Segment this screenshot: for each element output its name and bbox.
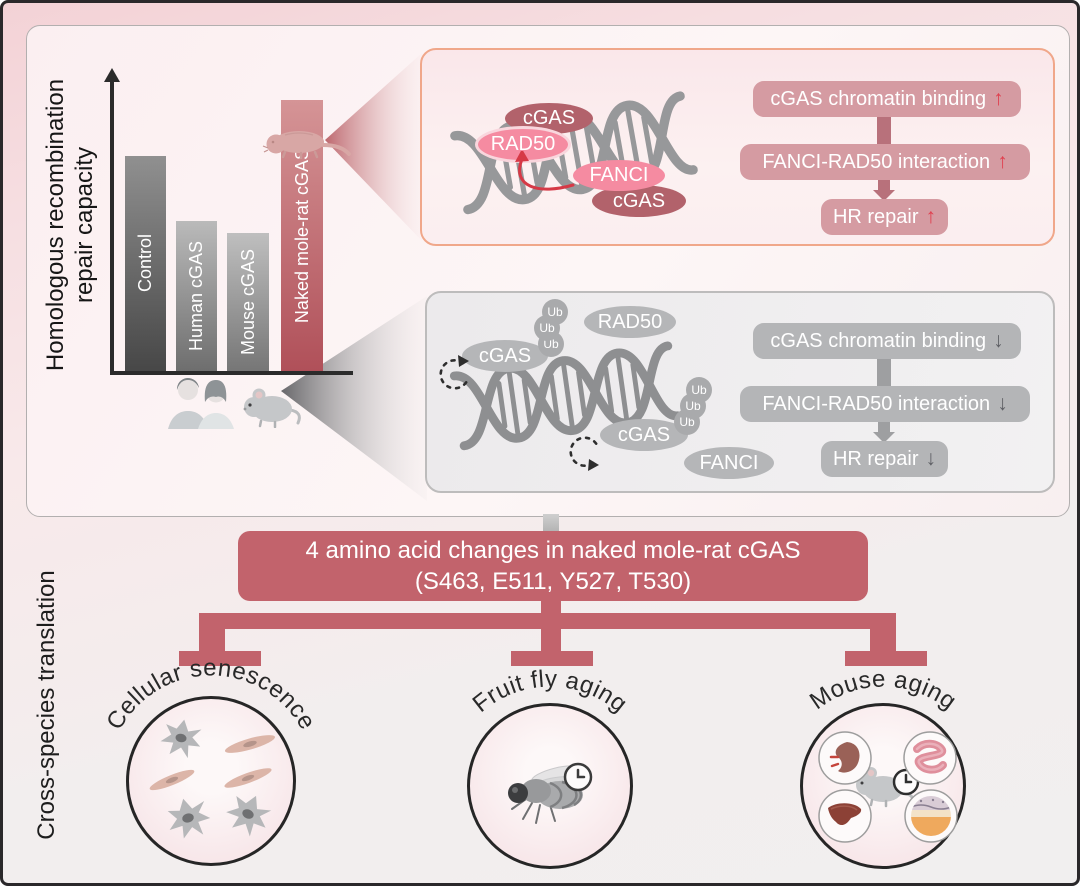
branch-cap-right [845,651,927,666]
oval-label: cGAS [478,344,532,367]
cross-species-label: Cross-species translation [33,540,67,870]
ub-label: Ub [691,383,707,397]
panel-to-box-connector [543,514,559,532]
up-arrow-icon: ↑ [925,205,937,228]
oval-label: RAD50 [597,310,663,333]
pill-hr-repair-down: HR repair ↓ [821,441,948,477]
dashed-eviction-arrow-icon [439,355,469,390]
dashed-eviction-arrow-icon [569,436,599,471]
circle-cellular-senescence [126,696,296,866]
box-line1: 4 amino acid changes in naked mole-rat c… [305,537,801,564]
y-axis-title-line2: repair capacity [70,146,98,304]
branch-cap-center [511,651,593,666]
cross-species-label-text: Cross-species translation [33,570,60,840]
flow-connector [878,422,890,433]
branch-stem-top [541,601,561,614]
oval-cgas-ubiquitinated-right: cGAS [600,419,688,451]
bar-label-human-cgas: Human cGAS [186,240,206,352]
branch-stem-right [870,629,896,651]
branch-horizontal-bar [199,613,896,629]
x-axis-line [110,371,353,375]
flow-connector [878,180,890,191]
pill-cgas-chromatin-binding-down: cGAS chromatin binding ↓ [753,323,1021,359]
dna-helix-icon [449,341,683,451]
bar-label-mouse-cgas: Mouse cGAS [237,248,258,356]
pill-fanci-rad50-interaction-up: FANCI-RAD50 interaction ↑ [740,144,1030,180]
flow-arrowhead-icon [873,432,895,443]
human-couple-icon [168,377,234,429]
pill-label: cGAS chromatin binding [770,87,987,110]
oval-cgas-top: cGAS [505,103,593,134]
rad50-fanci-arrow-icon [515,151,575,191]
box-line2: (S463, E511, Y527, T530) [414,568,692,595]
bar-label-nmr-cgas: Naked mole-rat cGAS [291,147,312,324]
y-axis-arrowhead-icon [104,68,120,82]
pill-label: FANCI-RAD50 interaction [762,392,991,415]
branch-stem-left [199,629,225,651]
pill-label: HR repair [832,205,919,228]
bar-human-cgas: Human cGAS [176,221,217,371]
pill-label: cGAS chromatin binding [770,329,987,352]
oval-cgas-ubiquitinated-left: cGAS [462,340,548,372]
branch-cap-left [179,651,261,666]
oval-cgas-top-label: cGAS [522,107,576,129]
ubiquitin-badge: Ub [542,299,568,325]
bar-mouse-cgas: Mouse cGAS [227,233,269,371]
oval-rad50-label: RAD50 [490,133,556,155]
mouse-aging-illustration [818,731,958,843]
fibroblast-icon [149,735,276,791]
oval-cgas-bottom-label: cGAS [612,189,666,212]
amino-acid-changes-box: 4 amino acid changes in naked mole-rat c… [238,531,868,601]
flow-connector [877,359,891,386]
bar-control: Control [125,156,166,371]
y-axis-line [110,81,114,373]
oval-fanci-gray: FANCI [684,447,774,479]
down-arrow-icon: ↓ [993,329,1004,352]
oval-cgas-bottom: cGAS [592,185,686,217]
oval-label: FANCI [699,451,759,474]
ubiquitin-badge: Ub [686,377,712,403]
y-axis-title-line1: Homologous recombination [42,78,69,372]
branch-stem-center [541,629,561,651]
up-arrow-icon: ↑ [997,150,1008,173]
liver-icon [818,789,872,843]
oval-label: cGAS [617,423,671,446]
skin-icon [904,789,958,843]
bar-label-control: Control [135,234,155,293]
clock-icon [563,762,593,792]
oval-fanci-label: FANCI [589,164,649,186]
flow-arrowhead-icon [873,190,895,201]
senescent-cells-illustration [149,719,276,839]
oval-rad50-gray: RAD50 [584,306,676,338]
fruit-fly-icon [508,762,593,824]
pill-label: HR repair [832,447,919,470]
pill-fanci-rad50-interaction-down: FANCI-RAD50 interaction ↓ [740,386,1030,422]
flow-connector [877,117,891,144]
mouse-icon [243,388,301,428]
naked-mole-rat-icon [262,131,351,159]
pill-label: FANCI-RAD50 interaction [762,150,991,173]
pill-hr-repair-up: HR repair ↑ [821,199,948,235]
oval-fanci: FANCI [573,160,665,191]
kidney-icon [818,731,872,785]
pill-cgas-chromatin-binding-up: cGAS chromatin binding ↑ [753,81,1021,117]
up-arrow-icon: ↑ [993,87,1004,110]
y-axis-title: Homologous recombination repair capacity [42,65,100,385]
down-arrow-icon: ↓ [997,392,1008,415]
down-arrow-icon: ↓ [925,447,937,470]
intestine-icon [903,731,957,785]
senescent-cell-icon [160,719,272,839]
ub-label: Ub [547,305,563,319]
